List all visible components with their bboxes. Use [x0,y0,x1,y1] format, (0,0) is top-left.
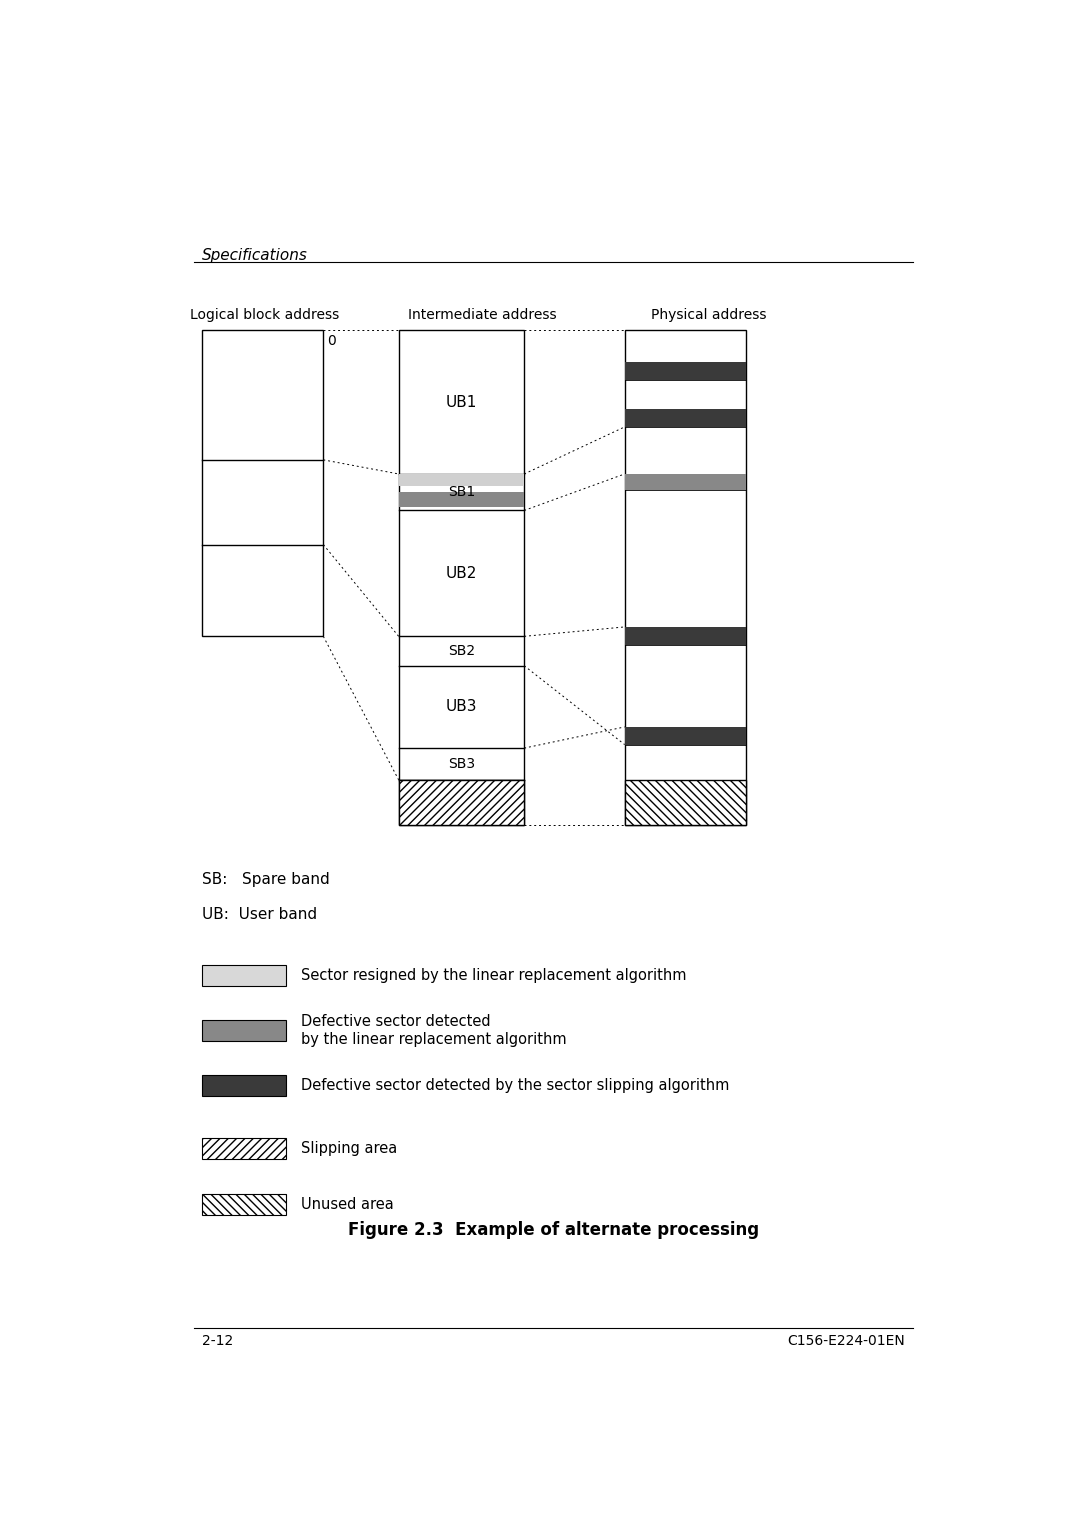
Text: SB:   Spare band: SB: Spare band [202,871,329,886]
Text: UB3: UB3 [446,700,477,715]
FancyBboxPatch shape [624,474,746,490]
Text: SB2: SB2 [448,643,475,659]
FancyBboxPatch shape [202,1019,285,1041]
Text: Logical block address: Logical block address [190,309,339,322]
FancyBboxPatch shape [399,779,524,825]
FancyBboxPatch shape [624,727,746,744]
Text: UB:  User band: UB: User band [202,908,318,921]
Text: Physical address: Physical address [650,309,766,322]
Text: Defective sector detected
by the linear replacement algorithm: Defective sector detected by the linear … [300,1015,566,1047]
FancyBboxPatch shape [624,626,746,645]
FancyBboxPatch shape [624,362,746,380]
Text: C156-E224-01EN: C156-E224-01EN [787,1334,905,1348]
Text: Figure 2.3  Example of alternate processing: Figure 2.3 Example of alternate processi… [348,1221,759,1239]
Text: Defective sector detected by the sector slipping algorithm: Defective sector detected by the sector … [300,1079,729,1093]
FancyBboxPatch shape [624,330,746,825]
Text: 2-12: 2-12 [202,1334,233,1348]
FancyBboxPatch shape [399,330,524,825]
Text: Unused area: Unused area [300,1196,393,1212]
Text: Sector resigned by the linear replacement algorithm: Sector resigned by the linear replacemen… [300,967,686,983]
Text: Specifications: Specifications [202,248,308,263]
Text: 0: 0 [327,335,336,348]
Text: Intermediate address: Intermediate address [408,309,556,322]
Text: UB1: UB1 [446,394,477,410]
Text: UB2: UB2 [446,565,477,581]
FancyBboxPatch shape [202,1193,285,1215]
FancyBboxPatch shape [202,1137,285,1158]
FancyBboxPatch shape [624,410,746,426]
Text: SB3: SB3 [448,756,475,772]
FancyBboxPatch shape [399,474,524,486]
FancyBboxPatch shape [202,964,285,986]
Text: SB1: SB1 [448,486,475,500]
FancyBboxPatch shape [399,492,524,507]
FancyBboxPatch shape [202,330,323,636]
FancyBboxPatch shape [202,1076,285,1097]
Text: Slipping area: Slipping area [300,1140,397,1155]
FancyBboxPatch shape [624,779,746,825]
